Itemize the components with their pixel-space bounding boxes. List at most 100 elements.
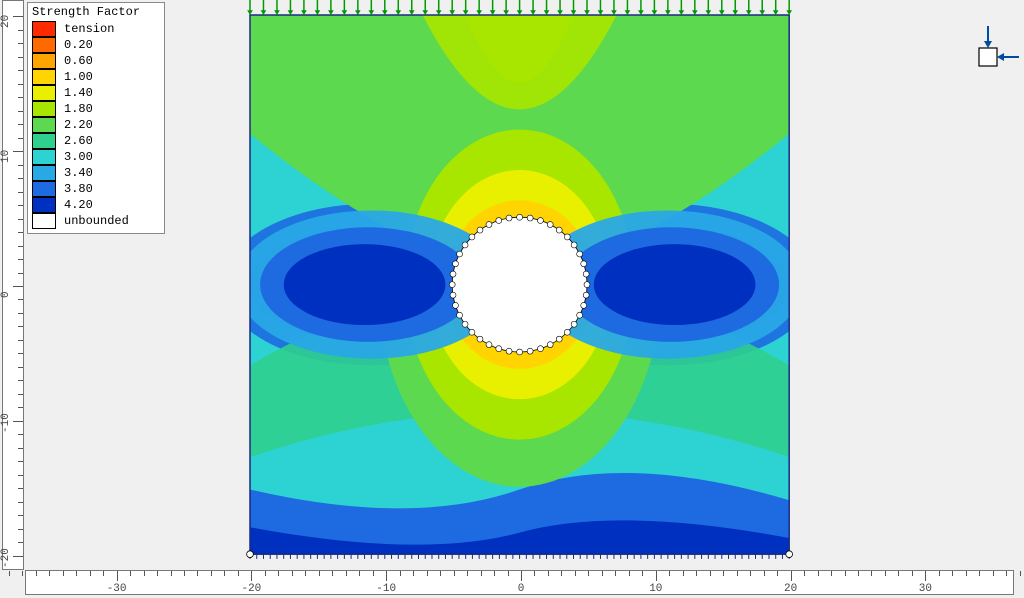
liner-node: [486, 342, 492, 348]
liner-node: [517, 215, 523, 221]
legend-value: 2.20: [64, 118, 93, 132]
liner-node: [486, 222, 492, 228]
liner-node: [577, 251, 583, 257]
indicator-box: [979, 48, 997, 66]
legend-value: 3.80: [64, 182, 93, 196]
legend-row: unbounded: [32, 213, 160, 229]
y-tick-label: -10: [0, 413, 12, 433]
liner-node: [477, 337, 483, 343]
legend-value: 2.60: [64, 134, 93, 148]
legend-row: 2.20: [32, 117, 160, 133]
x-axis-ruler: -30 -20 -10 0 10 20 30: [25, 570, 1014, 595]
corner-marker: [786, 551, 793, 558]
legend-title: Strength Factor: [32, 5, 160, 19]
legend-row: 3.80: [32, 181, 160, 197]
stress-indicator: [949, 10, 1019, 80]
liner-node: [584, 271, 590, 277]
liner-node: [557, 337, 563, 343]
legend-value: 3.40: [64, 166, 93, 180]
legend-swatch: [32, 85, 56, 101]
x-tick-label: 20: [784, 583, 797, 595]
y-axis-ruler: -20 -10 0 10 20: [2, 0, 24, 570]
legend-swatch: [32, 37, 56, 53]
liner-node: [453, 303, 459, 309]
liner-node: [577, 313, 583, 319]
legend-swatch: [32, 69, 56, 85]
liner-node: [496, 218, 502, 224]
legend-swatch: [32, 197, 56, 213]
legend-swatch: [32, 213, 56, 229]
liner-node: [453, 261, 459, 267]
legend-panel: Strength Factor tension 0.20 0.60 1.00 1.40 1…: [27, 2, 165, 234]
x-tick-label: -10: [376, 583, 396, 595]
liner-node: [584, 293, 590, 299]
x-tick-label: 0: [518, 583, 525, 595]
legend-value: 4.20: [64, 198, 93, 212]
liner-node: [450, 282, 456, 288]
x-tick-label: 30: [919, 583, 932, 595]
liner-node: [469, 234, 475, 240]
legend-value: 0.20: [64, 38, 93, 52]
liner-node: [565, 330, 571, 336]
y-tick-label: 0: [0, 291, 12, 298]
legend-value: 1.80: [64, 102, 93, 116]
liner-node: [462, 322, 468, 328]
liner-node: [572, 242, 578, 248]
x-tick-label: 10: [649, 583, 662, 595]
legend-row: 1.40: [32, 85, 160, 101]
legend-swatch: [32, 117, 56, 133]
liner-node: [517, 349, 523, 355]
liner-node: [528, 215, 534, 221]
liner-node: [581, 303, 587, 309]
legend-value: unbounded: [64, 214, 129, 228]
legend-row: 4.20: [32, 197, 160, 213]
liner-node: [457, 313, 463, 319]
legend-swatch: [32, 181, 56, 197]
corner-marker: [247, 551, 254, 558]
legend-row: 0.20: [32, 37, 160, 53]
legend-value: 3.00: [64, 150, 93, 164]
legend-row: 1.80: [32, 101, 160, 117]
liner-node: [469, 330, 475, 336]
liner-node: [538, 218, 544, 224]
liner-node: [584, 282, 590, 288]
y-tick-label: -20: [0, 548, 12, 568]
legend-swatch: [32, 53, 56, 69]
legend-swatch: [32, 101, 56, 117]
legend-value: tension: [64, 22, 114, 36]
liner-node: [506, 215, 512, 221]
liner-node: [477, 228, 483, 234]
liner-node: [496, 346, 502, 352]
x-tick-label: -30: [107, 583, 127, 595]
liner-node: [506, 349, 512, 355]
legend-swatch: [32, 149, 56, 165]
liner-node: [528, 349, 534, 355]
liner-node: [538, 346, 544, 352]
y-tick-label: 10: [0, 150, 12, 163]
liner-node: [581, 261, 587, 267]
liner-node: [572, 322, 578, 328]
legend-row: 0.60: [32, 53, 160, 69]
liner-node: [450, 271, 456, 277]
x-tick-label: -20: [241, 583, 261, 595]
liner-node: [450, 293, 456, 299]
legend-swatch: [32, 21, 56, 37]
legend-swatch: [32, 133, 56, 149]
liner-node: [548, 222, 554, 228]
legend-row: 1.00: [32, 69, 160, 85]
contour-plot: [220, 0, 819, 590]
legend-value: 0.60: [64, 54, 93, 68]
liner-node: [457, 251, 463, 257]
liner-node: [548, 342, 554, 348]
liner-node: [462, 242, 468, 248]
legend-row: 3.40: [32, 165, 160, 181]
legend-row: 3.00: [32, 149, 160, 165]
legend-value: 1.00: [64, 70, 93, 84]
legend-row: 2.60: [32, 133, 160, 149]
legend-value: 1.40: [64, 86, 93, 100]
liner-node: [557, 228, 563, 234]
legend-swatch: [32, 165, 56, 181]
legend-row: tension: [32, 21, 160, 37]
y-tick-label: 20: [0, 15, 12, 28]
liner-node: [565, 234, 571, 240]
